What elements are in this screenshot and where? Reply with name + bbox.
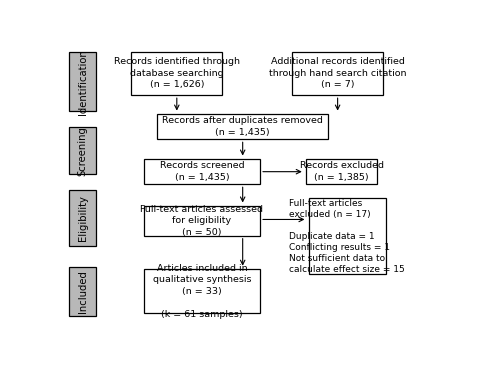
- FancyBboxPatch shape: [144, 159, 260, 184]
- FancyBboxPatch shape: [292, 51, 383, 95]
- Text: Records excluded
(n = 1,385): Records excluded (n = 1,385): [300, 161, 384, 182]
- FancyBboxPatch shape: [70, 190, 96, 246]
- FancyBboxPatch shape: [70, 266, 96, 316]
- Text: Full-text articles
excluded (n = 17)

Duplicate data = 1
Conflicting results = 1: Full-text articles excluded (n = 17) Dup…: [290, 199, 405, 274]
- Text: Records screened
(n = 1,435): Records screened (n = 1,435): [160, 161, 244, 182]
- Text: Identification: Identification: [78, 49, 88, 115]
- Text: Screening: Screening: [78, 126, 88, 176]
- Text: Full-text articles assessed
for eligibility
(n = 50): Full-text articles assessed for eligibil…: [140, 205, 264, 237]
- Text: Included: Included: [78, 270, 88, 312]
- FancyBboxPatch shape: [132, 51, 222, 95]
- Text: Records identified through
database searching
(n = 1,626): Records identified through database sear…: [114, 57, 240, 89]
- Text: Records after duplicates removed
(n = 1,435): Records after duplicates removed (n = 1,…: [162, 116, 323, 137]
- FancyBboxPatch shape: [158, 114, 328, 139]
- Text: Additional records identified
through hand search citation
(n = 7): Additional records identified through ha…: [269, 57, 406, 89]
- FancyBboxPatch shape: [306, 159, 378, 184]
- FancyBboxPatch shape: [70, 52, 96, 111]
- FancyBboxPatch shape: [144, 269, 260, 313]
- FancyBboxPatch shape: [70, 127, 96, 174]
- FancyBboxPatch shape: [308, 199, 386, 274]
- Text: Articles included in
qualitative synthesis
(n = 33)

(k = 61 samples): Articles included in qualitative synthes…: [153, 264, 252, 319]
- Text: Eligibility: Eligibility: [78, 195, 88, 241]
- FancyBboxPatch shape: [144, 206, 260, 236]
